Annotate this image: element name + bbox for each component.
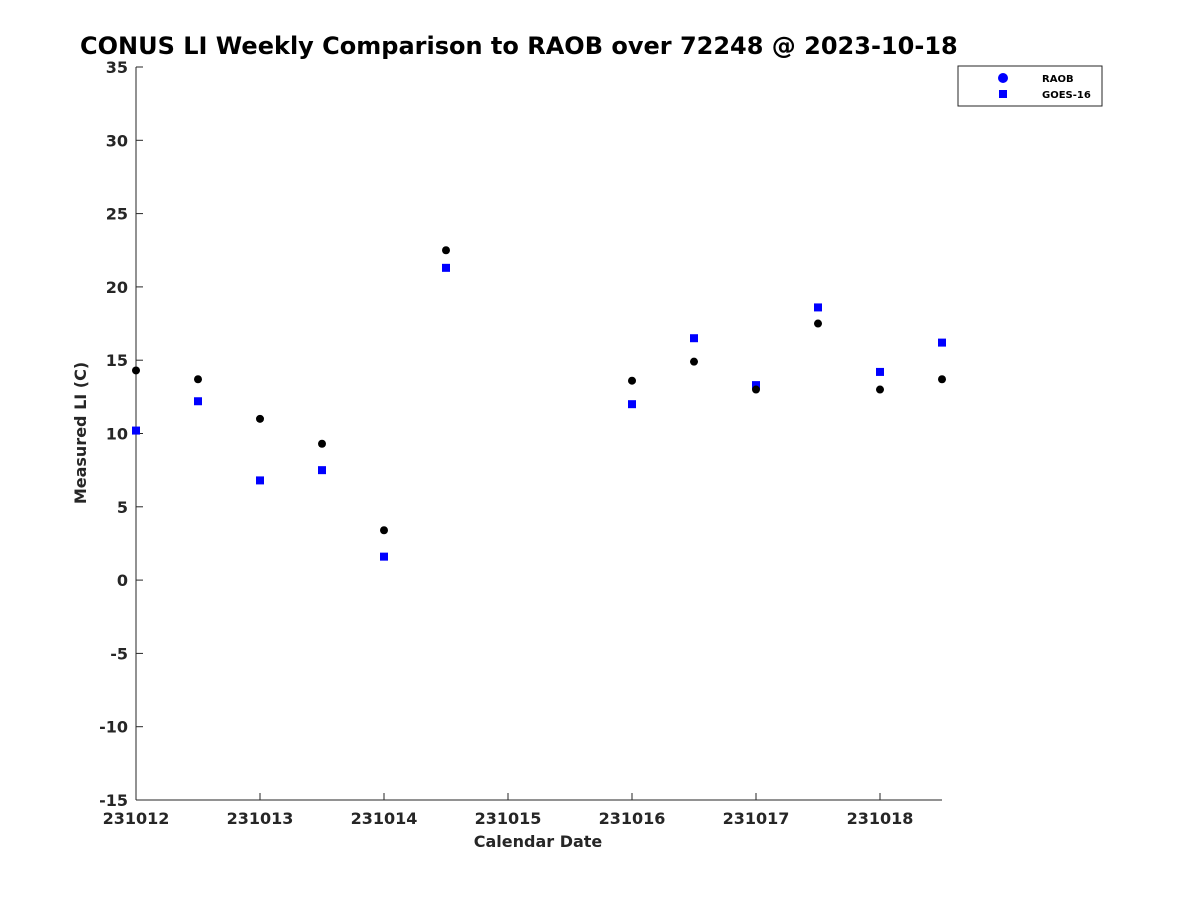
raob-point xyxy=(132,366,140,375)
y-tick-label: 20 xyxy=(106,278,128,297)
goes16-point xyxy=(380,552,388,561)
legend-marker-goes16 xyxy=(999,90,1007,98)
y-tick-label: 15 xyxy=(106,351,128,370)
goes16-point xyxy=(814,303,822,312)
y-tick-label: 5 xyxy=(117,498,128,517)
x-tick-label: 231018 xyxy=(847,809,914,828)
goes16-point xyxy=(938,338,946,347)
y-tick-label: 25 xyxy=(106,205,128,224)
y-tick-label: 10 xyxy=(106,425,128,444)
x-tick-label: 231014 xyxy=(351,809,418,828)
raob-point xyxy=(938,375,946,384)
x-tick-label: 231016 xyxy=(599,809,666,828)
legend-label: GOES-16 xyxy=(1042,90,1091,101)
y-tick-label: 35 xyxy=(106,58,128,77)
x-tick-label: 231013 xyxy=(227,809,294,828)
goes16-point xyxy=(318,466,326,475)
raob-point xyxy=(876,385,884,394)
x-tick-label: 231015 xyxy=(475,809,542,828)
x-tick-label: 231017 xyxy=(723,809,790,828)
raob-point xyxy=(380,526,388,535)
raob-point xyxy=(194,375,202,384)
x-tick-label: 231012 xyxy=(103,809,170,828)
x-axis-label: Calendar Date xyxy=(474,832,603,851)
y-tick-label: 0 xyxy=(117,571,128,590)
raob-point xyxy=(690,357,698,366)
goes16-point xyxy=(132,426,140,435)
legend-label: RAOB xyxy=(1042,74,1074,85)
y-tick-label: -10 xyxy=(99,718,128,737)
goes16-point xyxy=(256,476,264,485)
goes16-point xyxy=(690,334,698,343)
y-tick-label: -5 xyxy=(110,644,128,663)
goes16-point xyxy=(628,400,636,409)
axes: -15 -10 -5 0 5 10 15 20 25 30 35 231012 231013 231014… xyxy=(99,58,942,828)
raob-point xyxy=(318,439,326,448)
raob-point xyxy=(256,414,264,423)
y-tick-label: -15 xyxy=(99,791,128,810)
data-marks xyxy=(132,246,946,561)
raob-point xyxy=(628,376,636,385)
raob-point xyxy=(814,319,822,328)
goes16-point xyxy=(752,381,760,390)
legend-box xyxy=(957,65,1103,107)
goes16-point xyxy=(442,263,450,272)
legend: RAOB GOES-16 xyxy=(957,65,1103,107)
y-tick-label: 30 xyxy=(106,131,128,150)
raob-point xyxy=(752,385,760,394)
legend-marker-raob xyxy=(998,73,1008,83)
raob-point xyxy=(442,246,450,255)
y-axis-label: Measured LI (C) xyxy=(71,362,90,504)
chart-title: CONUS LI Weekly Comparison to RAOB over … xyxy=(80,32,958,60)
goes16-point xyxy=(876,367,884,376)
goes16-point xyxy=(194,397,202,406)
